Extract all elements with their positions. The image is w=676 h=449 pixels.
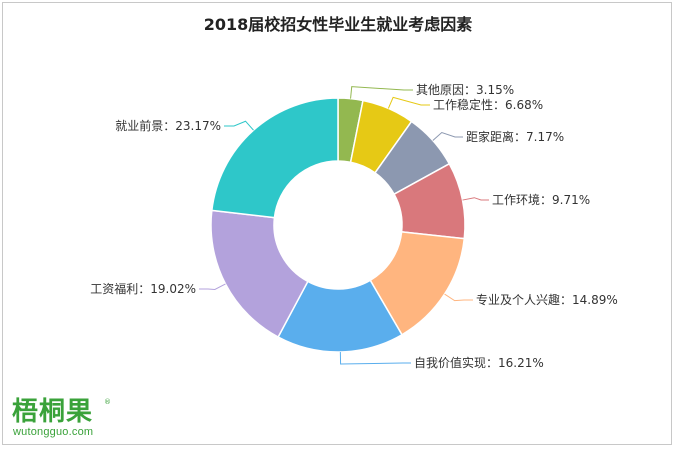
logo-name: 梧桐果 xyxy=(12,397,94,427)
slice-labels-group: 其他原因：3.15%工作稳定性：6.68% 距家距离：7.17% 工作环境：9.71… xyxy=(90,83,618,370)
leader-lines-group xyxy=(199,86,489,365)
donut-slice[interactable] xyxy=(211,97,339,219)
leader-line xyxy=(224,120,254,131)
leader-line xyxy=(432,131,463,141)
leader-line xyxy=(350,86,413,99)
slice-label: 工资福利：19.02% xyxy=(90,281,196,296)
wutongguo-logo: 梧桐果 ® wutongguo.com xyxy=(12,398,112,444)
leader-line xyxy=(462,197,489,201)
leader-line xyxy=(387,96,430,109)
slice-label: 自我价值实现：16.21% xyxy=(414,355,544,370)
slice-label: 工作稳定性：6.68% xyxy=(433,97,543,112)
logo-url: wutongguo.com xyxy=(13,426,94,438)
slice-label: 就业前景：23.17% xyxy=(115,118,221,133)
slice-label: 专业及个人兴趣：14.89% xyxy=(476,292,618,307)
donut-slice[interactable] xyxy=(210,209,309,339)
slice-label: 距家距离：7.17% xyxy=(466,129,564,144)
leader-line xyxy=(339,351,411,365)
slice-label: 工作环境：9.71% xyxy=(492,192,590,207)
slice-label: 其他原因：3.15% xyxy=(416,83,514,97)
slices-group xyxy=(210,97,466,353)
registered-mark-icon: ® xyxy=(104,398,111,406)
chart-frame xyxy=(2,2,672,445)
leader-line xyxy=(444,293,473,302)
leader-line xyxy=(199,283,226,291)
chart-title: 2018届校招女性毕业生就业考虑因素 xyxy=(204,15,473,34)
